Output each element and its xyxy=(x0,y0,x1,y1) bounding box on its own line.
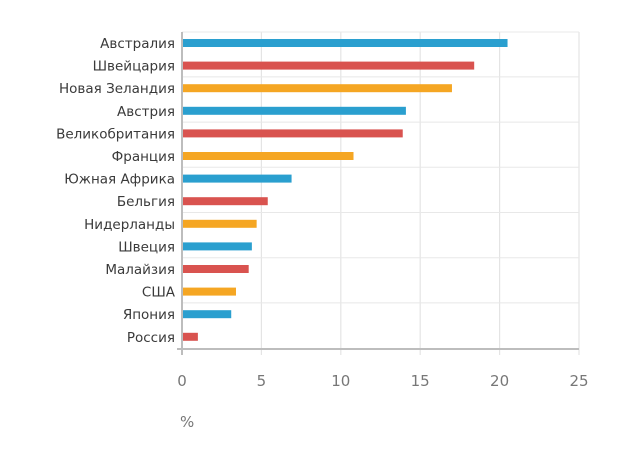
bars xyxy=(183,39,508,341)
x-tick-label: 20 xyxy=(490,372,509,390)
category-label: Австрия xyxy=(117,104,175,120)
bar xyxy=(183,174,292,183)
bar xyxy=(183,310,232,319)
bar xyxy=(183,39,508,47)
category-label: Новая Зеландия xyxy=(59,81,175,97)
bar xyxy=(183,197,268,206)
x-tick-label: 10 xyxy=(331,372,350,390)
bar xyxy=(183,61,475,70)
x-tick-label: 15 xyxy=(411,372,430,390)
category-label: Швейцария xyxy=(93,59,175,75)
x-tick-label: 5 xyxy=(257,372,267,390)
x-axis-label: % xyxy=(180,413,194,431)
bar xyxy=(183,242,252,251)
bar xyxy=(183,106,406,115)
bar xyxy=(183,265,249,273)
category-label: США xyxy=(142,285,176,301)
x-tick-label: 25 xyxy=(569,372,588,390)
bar xyxy=(183,129,403,138)
grid xyxy=(177,31,580,355)
bar xyxy=(183,152,354,160)
category-label: Нидерланды xyxy=(84,217,175,233)
category-labels: Австралия Швейцария Новая Зеландия Австрия В… xyxy=(56,36,176,346)
category-label: Бельгия xyxy=(117,194,175,210)
x-tick-label: 0 xyxy=(177,372,187,390)
category-label: Россия xyxy=(127,330,175,346)
bar xyxy=(183,219,257,228)
category-label: Япония xyxy=(123,307,175,323)
category-label: Южная Африка xyxy=(64,172,175,188)
x-tick-labels: 0 5 10 15 20 25 xyxy=(177,372,588,390)
category-label: Франция xyxy=(112,149,175,165)
bar xyxy=(183,332,198,341)
category-label: Малайзия xyxy=(105,262,175,278)
category-label: Великобритания xyxy=(56,126,175,142)
category-label: Швеция xyxy=(118,239,175,255)
bar xyxy=(183,287,236,296)
category-label: Австралия xyxy=(100,36,175,52)
bar xyxy=(183,84,452,93)
